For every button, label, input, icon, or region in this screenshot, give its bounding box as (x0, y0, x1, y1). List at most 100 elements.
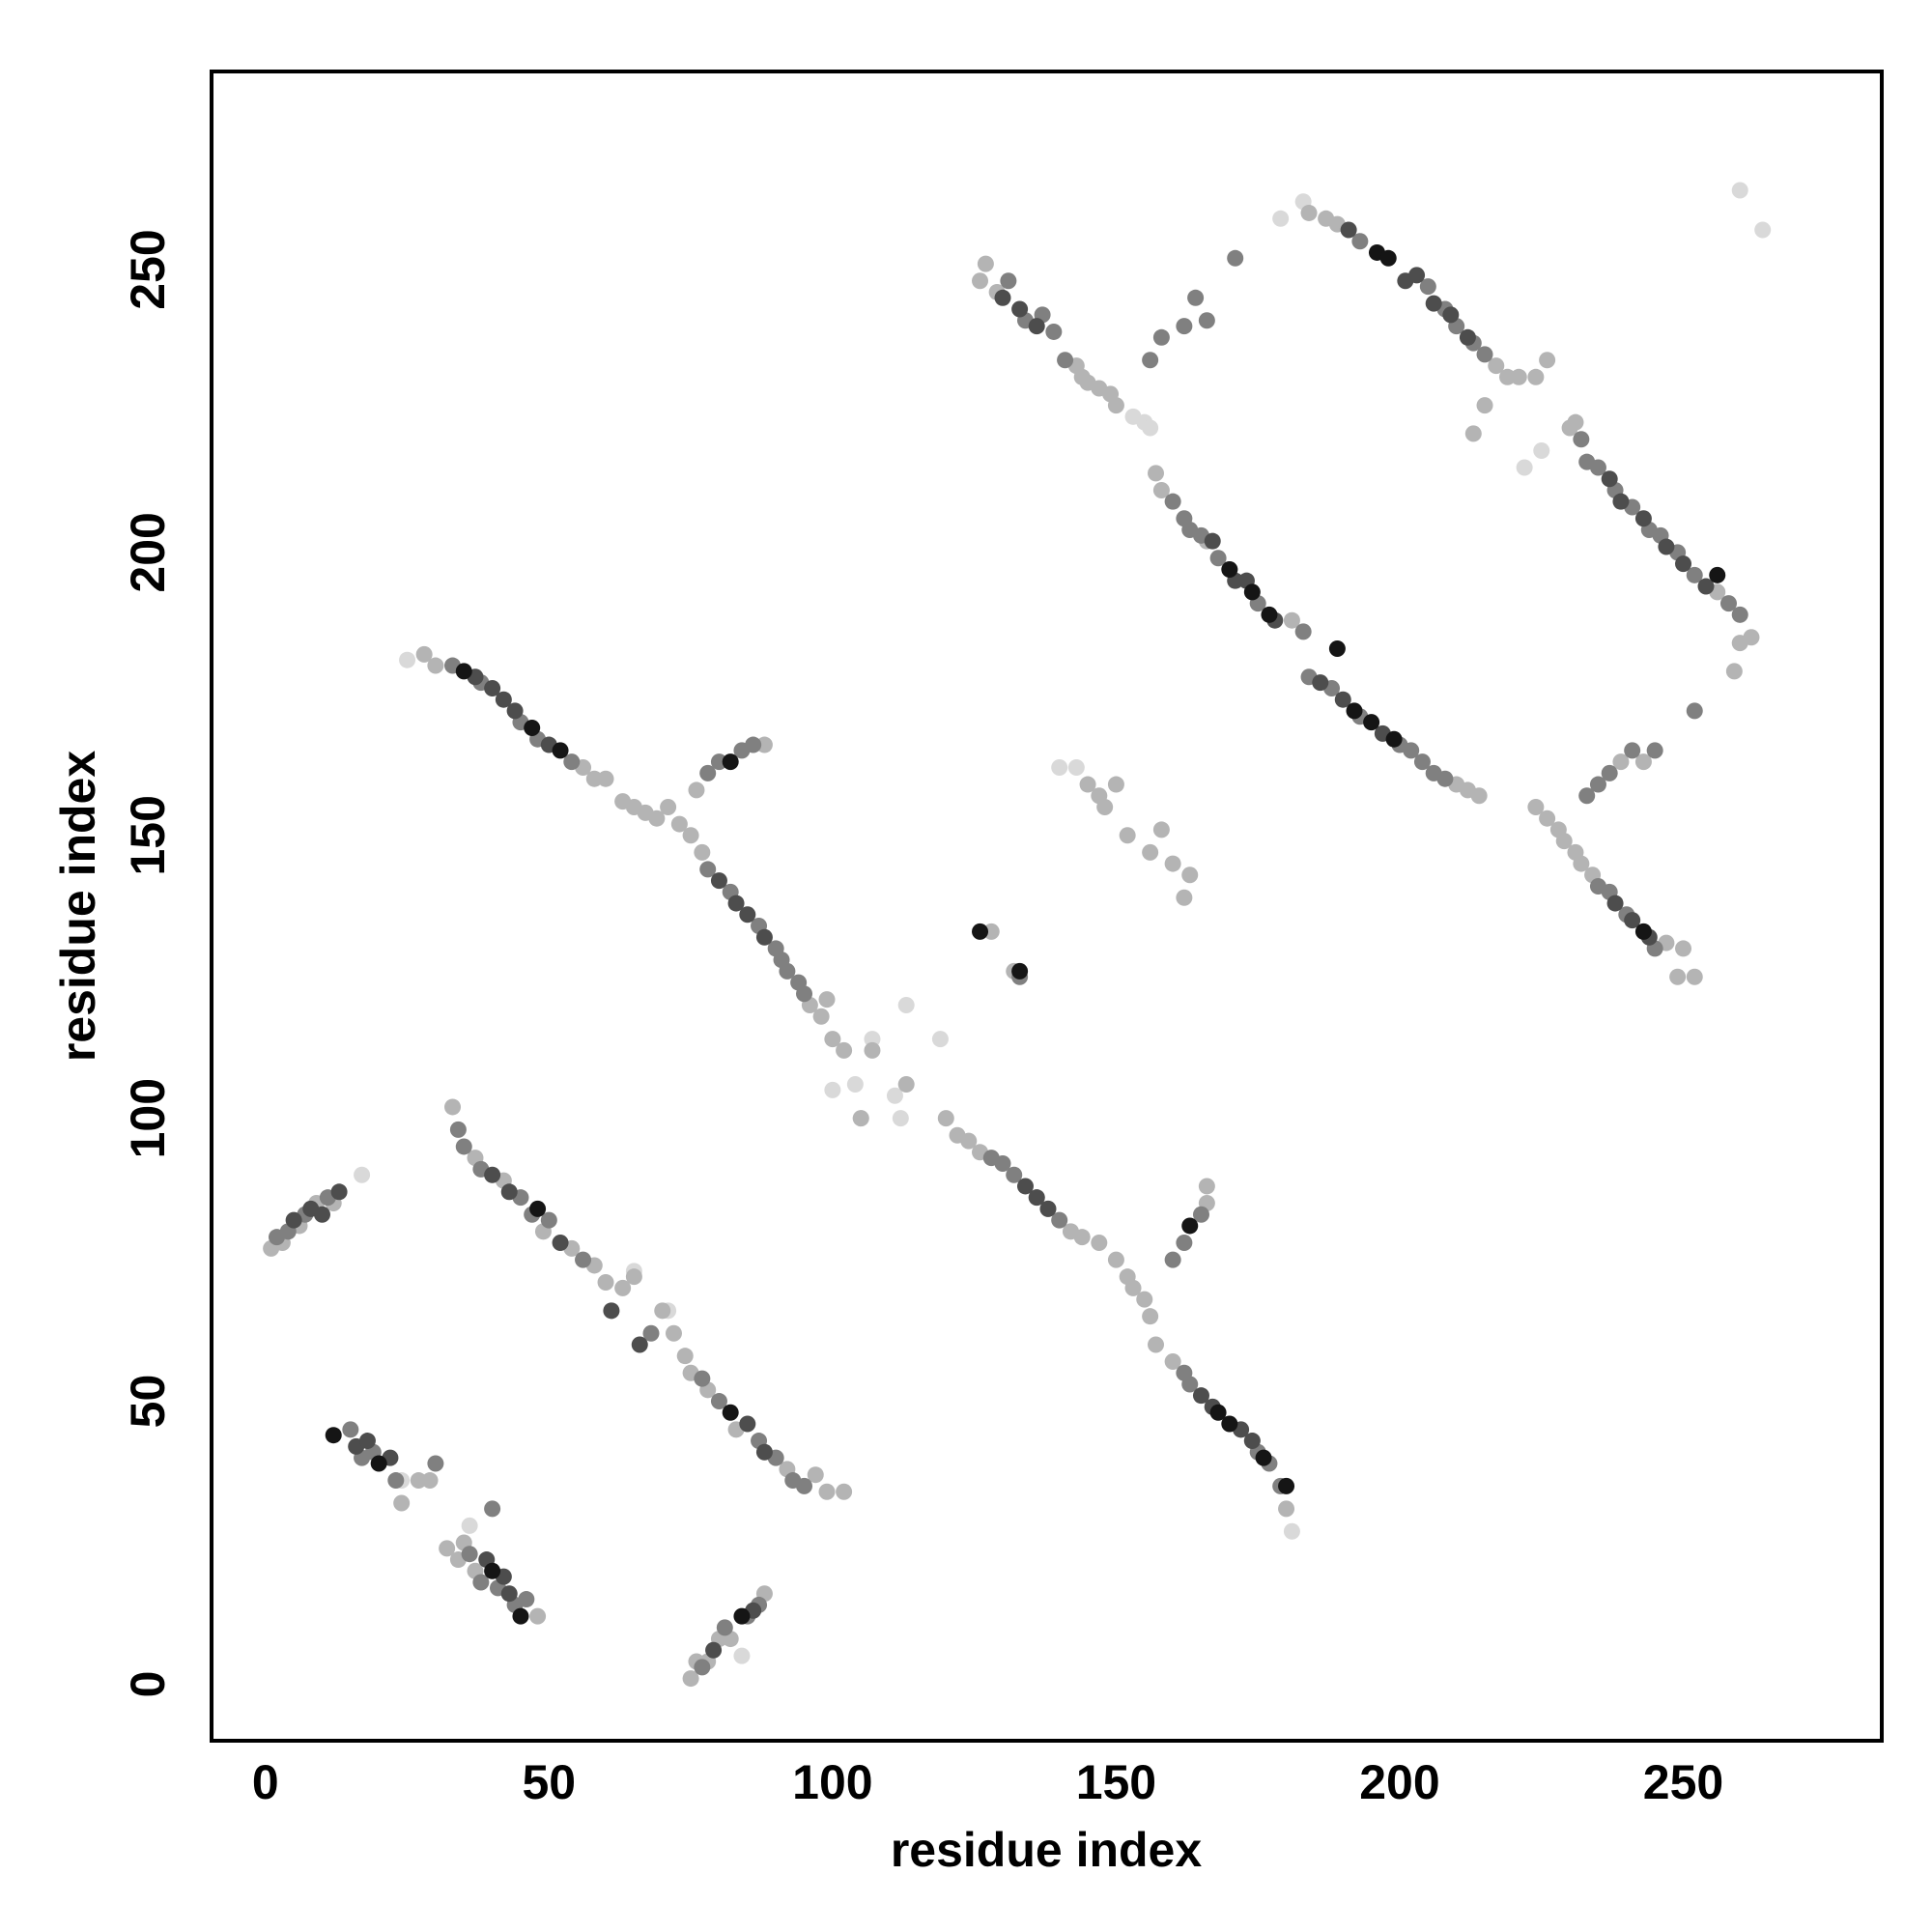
scatter-point (342, 1421, 359, 1438)
scatter-point (824, 1031, 841, 1048)
scatter-point (1334, 691, 1351, 708)
scatter-point (1539, 352, 1556, 369)
scatter-point (1686, 968, 1703, 985)
scatter-point (1227, 249, 1244, 267)
scatter-point (694, 1659, 711, 1676)
scatter-point (1488, 357, 1505, 375)
scatter-point (665, 1324, 682, 1342)
y-axis-label: residue index (51, 751, 105, 1063)
scatter-point (1385, 730, 1403, 748)
scatter-point (1221, 1415, 1238, 1433)
scatter-point (1283, 611, 1300, 629)
scatter-point (285, 1211, 302, 1229)
scatter-point (994, 1155, 1011, 1173)
scatter-point (818, 991, 836, 1009)
scatter-point (358, 1433, 376, 1450)
y-tick-label: 150 (121, 795, 175, 875)
scatter-point (1067, 758, 1085, 776)
scatter-point (1006, 1166, 1023, 1183)
scatter-point (812, 1008, 830, 1025)
scatter-point (648, 810, 666, 827)
scatter-point (1719, 595, 1737, 612)
scatter-point (892, 1110, 909, 1127)
plot-frame (210, 70, 1884, 1743)
scatter-point (387, 1472, 405, 1490)
scatter-point (495, 691, 512, 708)
scatter-point (1091, 1235, 1108, 1252)
scatter-point (1379, 249, 1397, 267)
scatter-point (1243, 1433, 1261, 1450)
scatter-point (1142, 843, 1159, 861)
scatter-point (1533, 441, 1550, 459)
x-tick-label: 50 (523, 1755, 577, 1809)
scatter-point (1164, 855, 1181, 872)
y-tick-label: 250 (121, 229, 175, 309)
scatter-point (597, 770, 614, 787)
scatter-point (1731, 182, 1748, 199)
scatter-point (1328, 639, 1346, 657)
scatter-point (455, 663, 472, 680)
scatter-point (1079, 776, 1096, 793)
scatter-point (897, 997, 915, 1014)
scatter-point (977, 255, 994, 272)
scatter-point (1601, 764, 1618, 781)
scatter-point (1221, 560, 1238, 578)
scatter-point (1164, 493, 1181, 510)
scatter-point (1539, 810, 1556, 827)
scatter-point (1181, 1217, 1199, 1235)
scatter-point (1567, 413, 1584, 431)
scatter-point (886, 1087, 903, 1104)
scatter-point (1164, 1353, 1181, 1371)
scatter-point (1573, 431, 1590, 448)
scatter-point (540, 1211, 557, 1229)
scatter-point (449, 1121, 467, 1138)
scatter-point (1176, 889, 1193, 906)
scatter-point (654, 1302, 671, 1320)
scatter-point (415, 645, 433, 663)
scatter-point (1476, 397, 1493, 414)
scatter-point (733, 1607, 751, 1625)
scatter-point (1152, 481, 1170, 498)
scatter-point (722, 753, 739, 771)
scatter-point (824, 1081, 841, 1098)
scatter-point (1204, 532, 1221, 550)
scatter-point (796, 985, 813, 1003)
scatter-point (1743, 629, 1760, 646)
scatter-point (1675, 940, 1692, 957)
scatter-point (818, 1483, 836, 1500)
scatter-point (603, 1302, 620, 1320)
scatter-point (807, 1466, 824, 1484)
scatter-point (755, 928, 773, 946)
scatter-point (500, 1183, 518, 1201)
scatter-point (1346, 702, 1363, 720)
scatter-point (1589, 459, 1606, 476)
scatter-point (563, 753, 581, 771)
scatter-point (1073, 1229, 1091, 1246)
scatter-point (1176, 1235, 1193, 1252)
scatter-point (529, 1607, 547, 1625)
scatter-point (1601, 470, 1618, 488)
scatter-point (625, 1268, 642, 1286)
scatter-point (1499, 368, 1517, 385)
y-tick-label: 200 (121, 512, 175, 592)
scatter-point (1294, 623, 1312, 640)
scatter-point (739, 1415, 756, 1433)
scatter-point (427, 657, 444, 674)
scatter-point (1148, 465, 1165, 482)
scatter-point (410, 1472, 427, 1490)
scatter-point (1476, 346, 1493, 363)
scatter-point (325, 1427, 342, 1444)
scatter-point (1051, 758, 1068, 776)
scatter-point (1243, 583, 1261, 601)
scatter-point (575, 1251, 592, 1268)
scatter-point (1096, 798, 1114, 815)
scatter-point (972, 923, 989, 940)
scatter-point (597, 1274, 614, 1292)
points (263, 182, 1772, 1688)
scatter-point (642, 1324, 660, 1342)
scatter-point (1107, 1251, 1124, 1268)
scatter-point (1555, 833, 1573, 850)
scatter-point (1403, 742, 1420, 759)
scatter-point (1436, 770, 1454, 787)
